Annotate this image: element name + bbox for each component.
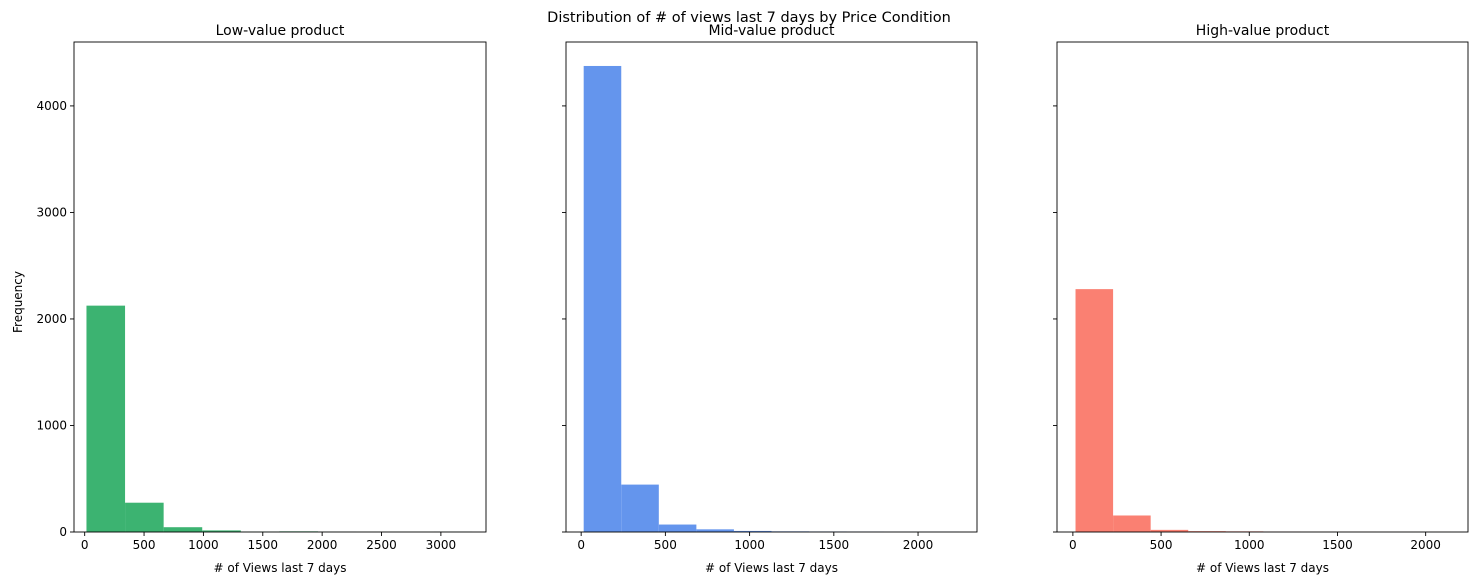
y-tick-label: 0 — [59, 525, 67, 539]
y-tick-label: 2000 — [36, 312, 67, 326]
x-tick-label: 3000 — [426, 538, 457, 552]
x-axis-label: # of Views last 7 days — [705, 561, 838, 575]
histogram-bar — [1150, 529, 1189, 532]
y-axis-label: Frequency — [11, 271, 25, 333]
x-tick-label: 1500 — [819, 538, 850, 552]
histogram-bar — [733, 530, 772, 532]
histogram-bar — [583, 65, 622, 532]
y-tick-label: 4000 — [36, 99, 67, 113]
subplot-3: 0 500 1000 1500 2000 High-value product # of V… — [1053, 23, 1469, 575]
subplots-group: 0 500 1000 1500 2000 2500 3000 0 1000 2000 3000 400… — [36, 23, 1469, 575]
x-tick-label: 1000 — [734, 538, 765, 552]
x-tick-label: 1500 — [1322, 538, 1353, 552]
histogram-bar — [658, 524, 697, 532]
histogram-bar — [202, 530, 241, 532]
x-tick-label: 1000 — [188, 538, 219, 552]
x-tick-label: 500 — [1150, 538, 1173, 552]
subplot-title: Mid-value product — [708, 23, 835, 39]
histogram-bar — [1075, 289, 1114, 532]
subplot-title: High-value product — [1196, 23, 1330, 39]
axes-frame — [565, 41, 978, 533]
histogram-bar — [125, 502, 164, 532]
subplot-2: 0 500 1000 1500 2000 Mid-value product # of Vi… — [562, 23, 978, 575]
axes-frame — [1056, 41, 1469, 533]
histogram-bar — [86, 305, 126, 532]
x-tick-label: 1000 — [1234, 538, 1265, 552]
x-tick-label: 1500 — [248, 538, 279, 552]
histogram-bar — [696, 529, 734, 532]
x-tick-label: 2000 — [1410, 538, 1441, 552]
x-tick-label: 500 — [133, 538, 156, 552]
x-tick-label: 2000 — [903, 538, 934, 552]
x-tick-label: 2500 — [366, 538, 397, 552]
axes-frame — [73, 41, 487, 533]
figure-title: Distribution of # of views last 7 days b… — [547, 10, 951, 26]
histogram-bar — [621, 484, 659, 532]
subplot-title: Low-value product — [216, 23, 345, 39]
y-tick-label: 1000 — [36, 418, 67, 432]
x-tick-label: 0 — [1069, 538, 1077, 552]
histogram-bar — [1113, 515, 1151, 532]
x-axis-label: # of Views last 7 days — [213, 561, 346, 575]
histogram-bar — [163, 527, 203, 532]
x-axis-label: # of Views last 7 days — [1196, 561, 1329, 575]
x-tick-label: 0 — [81, 538, 89, 552]
x-tick-label: 2000 — [307, 538, 338, 552]
x-tick-label: 0 — [577, 538, 585, 552]
subplot-1: 0 500 1000 1500 2000 2500 3000 0 1000 2000 3000 400… — [36, 23, 487, 575]
y-tick-label: 3000 — [36, 205, 67, 219]
x-tick-label: 500 — [654, 538, 677, 552]
